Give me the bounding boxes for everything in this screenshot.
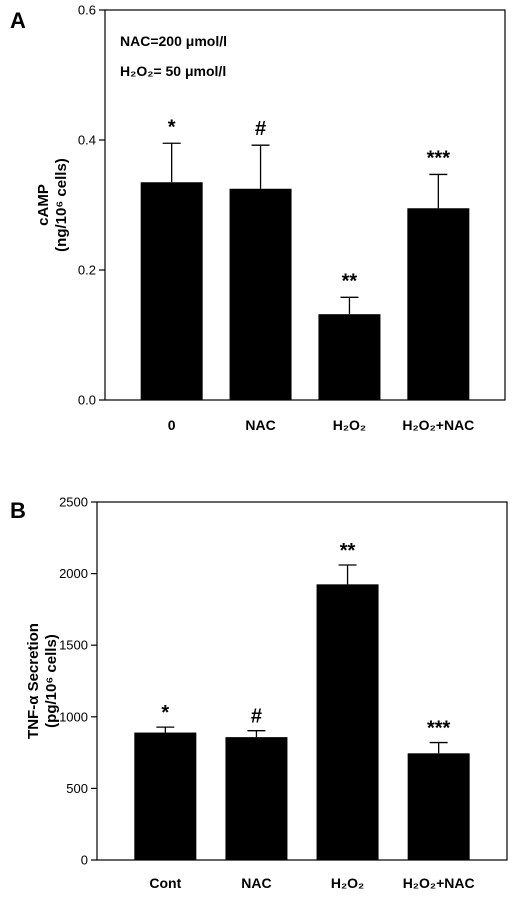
panel-label: A — [10, 8, 26, 33]
annotation: H₂O₂= 50 μmol/l — [120, 63, 226, 79]
significance-marker: *** — [427, 718, 451, 740]
y-tick-label: 1000 — [59, 709, 88, 724]
y-axis-label-line2: (ng/10⁶ cells) — [53, 158, 70, 252]
y-tick-label: 0.2 — [78, 263, 96, 278]
x-category-label: H₂O₂ — [331, 875, 364, 891]
bar — [134, 732, 197, 860]
panel-label: B — [10, 498, 26, 523]
y-tick-label: 2000 — [59, 566, 88, 581]
x-category-label: H₂O₂+NAC — [403, 875, 475, 891]
annotation: NAC=200 μmol/l — [120, 33, 227, 49]
bar — [225, 737, 288, 860]
x-category-label: 0 — [168, 417, 176, 433]
significance-marker: * — [161, 702, 169, 724]
chart-panel-a: A 0.0 0.2 0.4 0.6 cAMP (ng/10⁶ cells) NAC=200 μ… — [10, 3, 506, 433]
plot-frame — [104, 9, 506, 401]
significance-marker: # — [255, 118, 266, 140]
y-tick-label: 500 — [66, 781, 88, 796]
y-tick-label: 1500 — [59, 638, 88, 653]
y-tick-label: 0.0 — [78, 393, 96, 408]
y-tick-label: 0 — [81, 853, 88, 868]
x-category-label: Cont — [149, 875, 181, 891]
bar — [140, 182, 203, 400]
bar — [407, 753, 470, 860]
bar — [229, 188, 292, 400]
significance-marker: ** — [340, 540, 356, 562]
x-category-label: H₂O₂ — [333, 417, 366, 433]
y-tick-label: 2500 — [59, 495, 88, 510]
y-axis-label-line2: (pg/10⁶ cells) — [43, 634, 60, 728]
bar — [318, 314, 381, 400]
y-tick-label: 0.6 — [78, 3, 96, 18]
bar — [316, 584, 379, 860]
significance-marker: * — [168, 116, 176, 138]
significance-marker: *** — [427, 147, 451, 169]
significance-marker: # — [251, 706, 262, 728]
bar — [407, 208, 470, 400]
x-category-label: H₂O₂+NAC — [402, 417, 474, 433]
y-tick-label: 0.4 — [78, 133, 96, 148]
y-axis-label-line1: TNF-α Secretion — [25, 623, 42, 739]
x-category-label: NAC — [245, 417, 275, 433]
x-category-label: NAC — [241, 875, 271, 891]
significance-marker: ** — [342, 270, 358, 292]
chart-panel-b: B 0 500 1000 1500 2000 2500 TNF-α Secretion (pg/… — [10, 495, 508, 891]
y-axis-label-line1: cAMP — [35, 184, 52, 226]
plot-frame — [96, 501, 508, 861]
